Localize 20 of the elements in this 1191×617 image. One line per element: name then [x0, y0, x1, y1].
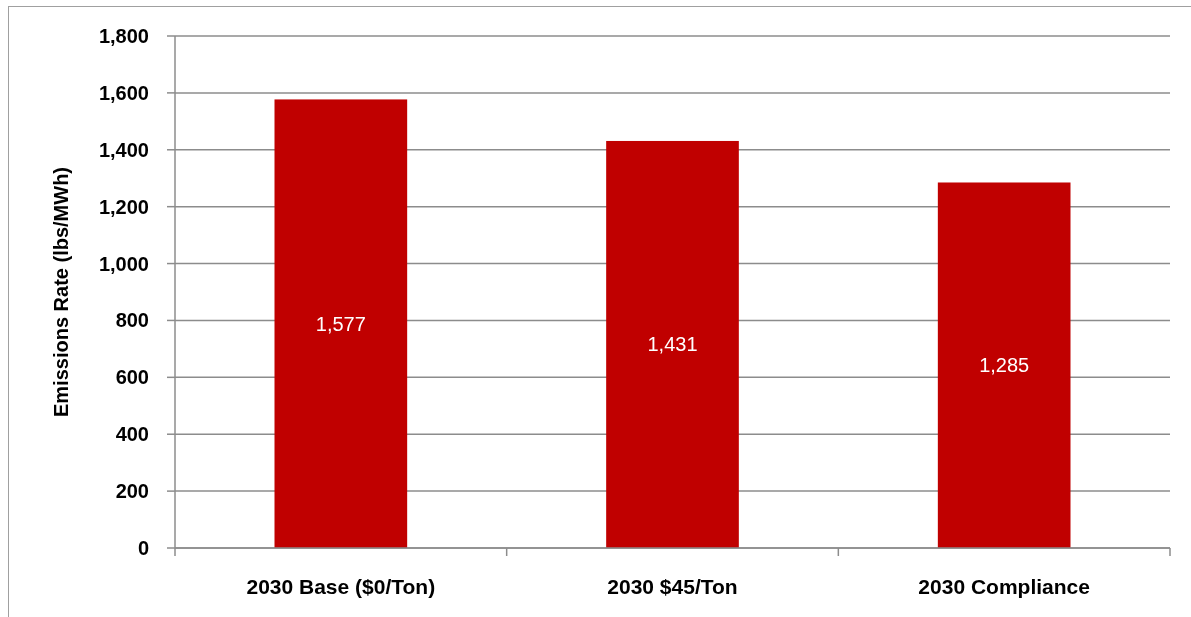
y-tick-label: 600 [115, 366, 149, 389]
data-label: 1,577 [315, 312, 366, 335]
bar [274, 99, 408, 548]
y-tick-label: 400 [115, 423, 149, 446]
y-tick-label: 1,000 [98, 252, 149, 275]
x-tick-label: 2030 Base ($0/Ton) [246, 575, 436, 598]
y-tick-label: 200 [115, 480, 149, 503]
bar [937, 182, 1071, 548]
data-label: 1,285 [979, 354, 1030, 377]
data-label: 1,431 [647, 333, 698, 356]
y-tick-label: 0 [137, 537, 149, 559]
y-tick-label: 1,400 [98, 138, 149, 161]
x-tick-label: 2030 Compliance [918, 575, 1090, 598]
y-tick-label: 1,800 [98, 25, 149, 47]
bar [606, 140, 739, 548]
y-tick-label: 1,600 [98, 81, 149, 104]
y-tick-label: 1,200 [98, 195, 149, 218]
y-axis-title: Emissions Rate (lbs/MWh) [50, 166, 72, 418]
y-tick-label: 800 [115, 309, 149, 332]
x-tick-label: 2030 $45/Ton [607, 575, 738, 598]
